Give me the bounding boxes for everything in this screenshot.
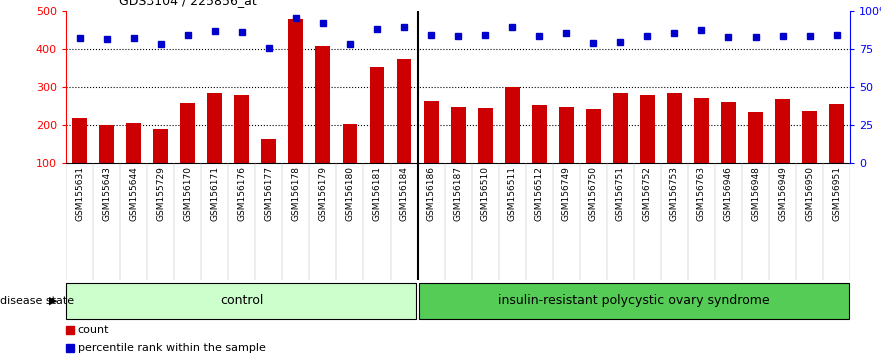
Text: disease state: disease state [0, 296, 74, 306]
Text: GSM156178: GSM156178 [292, 166, 300, 221]
Bar [207, 93, 222, 163]
Text: GSM155644: GSM155644 [130, 166, 138, 221]
Bar [234, 96, 249, 163]
Text: insulin-resistant polycystic ovary syndrome: insulin-resistant polycystic ovary syndr… [498, 295, 770, 307]
Text: percentile rank within the sample: percentile rank within the sample [78, 343, 266, 353]
Text: GSM156951: GSM156951 [833, 166, 841, 221]
Bar [288, 19, 303, 163]
Bar [369, 67, 384, 163]
Bar [126, 123, 141, 163]
Bar [640, 95, 655, 163]
Bar [424, 101, 439, 163]
Text: GSM156753: GSM156753 [670, 166, 679, 221]
Text: GSM156749: GSM156749 [562, 166, 571, 221]
Bar [72, 118, 87, 163]
Bar [315, 46, 330, 163]
Text: GSM156170: GSM156170 [183, 166, 192, 221]
Text: GSM156511: GSM156511 [507, 166, 516, 221]
Bar [748, 112, 763, 163]
Text: GSM156177: GSM156177 [264, 166, 273, 221]
Text: GSM156510: GSM156510 [481, 166, 490, 221]
Bar [418, 283, 848, 319]
Text: control: control [220, 295, 263, 307]
Text: GSM156171: GSM156171 [211, 166, 219, 221]
Text: GSM156950: GSM156950 [805, 166, 814, 221]
Text: GSM155631: GSM155631 [75, 166, 84, 221]
Bar [667, 93, 682, 163]
Text: GDS3104 / 225856_at: GDS3104 / 225856_at [119, 0, 256, 7]
Bar [66, 283, 416, 319]
Bar [532, 105, 547, 163]
Bar [153, 129, 168, 163]
Text: GSM156751: GSM156751 [616, 166, 625, 221]
Text: GSM156186: GSM156186 [426, 166, 435, 221]
Text: GSM156184: GSM156184 [400, 166, 409, 221]
Text: GSM156750: GSM156750 [589, 166, 598, 221]
Bar [478, 108, 492, 163]
Text: GSM156187: GSM156187 [454, 166, 463, 221]
Bar [100, 125, 114, 163]
Bar [775, 99, 790, 163]
Text: GSM156176: GSM156176 [237, 166, 247, 221]
Bar [396, 59, 411, 163]
Text: ▶: ▶ [48, 296, 57, 306]
Text: GSM156763: GSM156763 [697, 166, 706, 221]
Text: GSM156752: GSM156752 [643, 166, 652, 221]
Text: GSM156512: GSM156512 [535, 166, 544, 221]
Bar [181, 103, 196, 163]
Text: GSM156181: GSM156181 [373, 166, 381, 221]
Text: GSM156180: GSM156180 [345, 166, 354, 221]
Bar [613, 93, 628, 163]
Bar [829, 104, 844, 163]
Bar [343, 124, 358, 163]
Text: GSM155643: GSM155643 [102, 166, 111, 221]
Bar [803, 111, 817, 163]
Bar [559, 107, 574, 163]
Text: GSM156179: GSM156179 [318, 166, 328, 221]
Bar [586, 109, 601, 163]
Text: count: count [78, 325, 109, 335]
Bar [451, 107, 465, 163]
Text: GSM156949: GSM156949 [778, 166, 787, 221]
Bar [694, 98, 709, 163]
Text: GSM155729: GSM155729 [156, 166, 166, 221]
Text: GSM156948: GSM156948 [751, 166, 760, 221]
Bar [721, 102, 736, 163]
Bar [505, 87, 520, 163]
Text: GSM156946: GSM156946 [724, 166, 733, 221]
Bar [262, 139, 277, 163]
